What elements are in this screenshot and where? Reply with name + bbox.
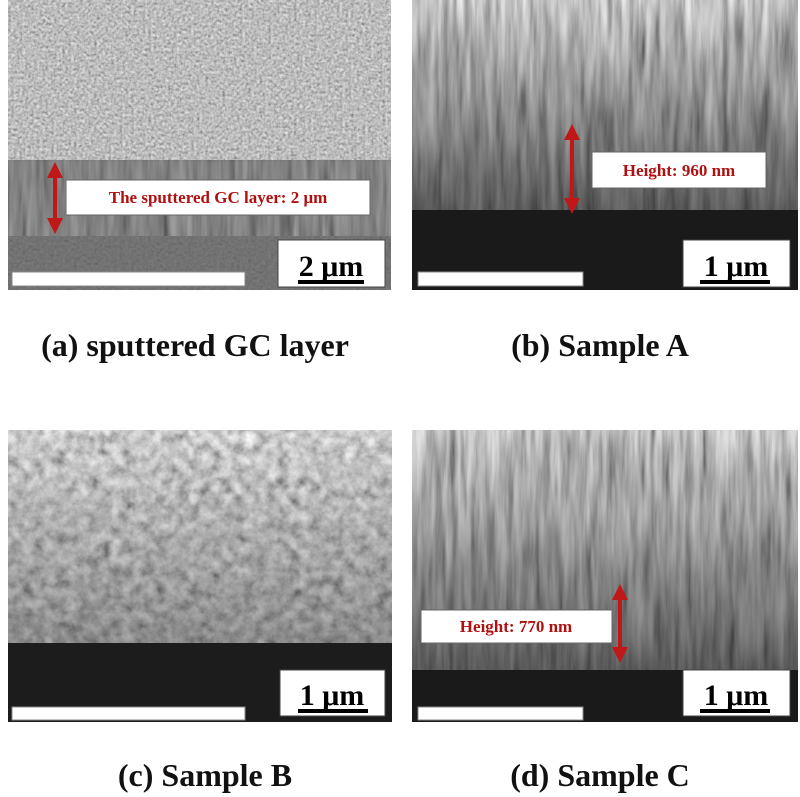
panel-a: The sputtered GC layer: 2 μm 2 μm (a) sp… <box>8 0 391 363</box>
info-bar <box>417 271 584 287</box>
annotation-box <box>65 179 371 216</box>
annotation-box <box>420 609 613 644</box>
scale-bar <box>298 709 368 713</box>
surface <box>8 0 391 162</box>
scale-bar <box>700 280 770 284</box>
scale-box <box>279 669 386 717</box>
scale-label: 1 μm <box>704 679 769 712</box>
scale-bar <box>298 280 364 284</box>
caption: (b) Sample A <box>511 327 689 363</box>
annotation: Height: 960 nm <box>623 161 735 180</box>
panel-c: 1 μm (c) Sample B <box>8 430 392 793</box>
scale-label: 1 μm <box>300 679 365 712</box>
info-bar <box>11 706 246 721</box>
scale-label: 1 μm <box>704 250 769 283</box>
annotation: Height: 770 nm <box>460 617 572 636</box>
scale-box <box>277 239 386 288</box>
caption: (d) Sample C <box>510 757 690 793</box>
scale-box <box>682 669 791 717</box>
panel-b: Height: 960 nm 1 μm (b) Sample A <box>412 0 798 363</box>
scale-label: 2 μm <box>299 250 364 283</box>
annotation: The sputtered GC layer: 2 μm <box>109 188 328 207</box>
caption: (c) Sample B <box>118 757 292 793</box>
caption: (a) sputtered GC layer <box>41 327 349 363</box>
scale-bar <box>700 709 770 713</box>
info-bar <box>417 706 584 721</box>
info-bar <box>11 271 246 287</box>
scale-box <box>682 239 791 288</box>
panel-d: Height: 770 nm 1 μm (d) Sample C <box>412 430 798 793</box>
annotation-box <box>591 151 767 189</box>
